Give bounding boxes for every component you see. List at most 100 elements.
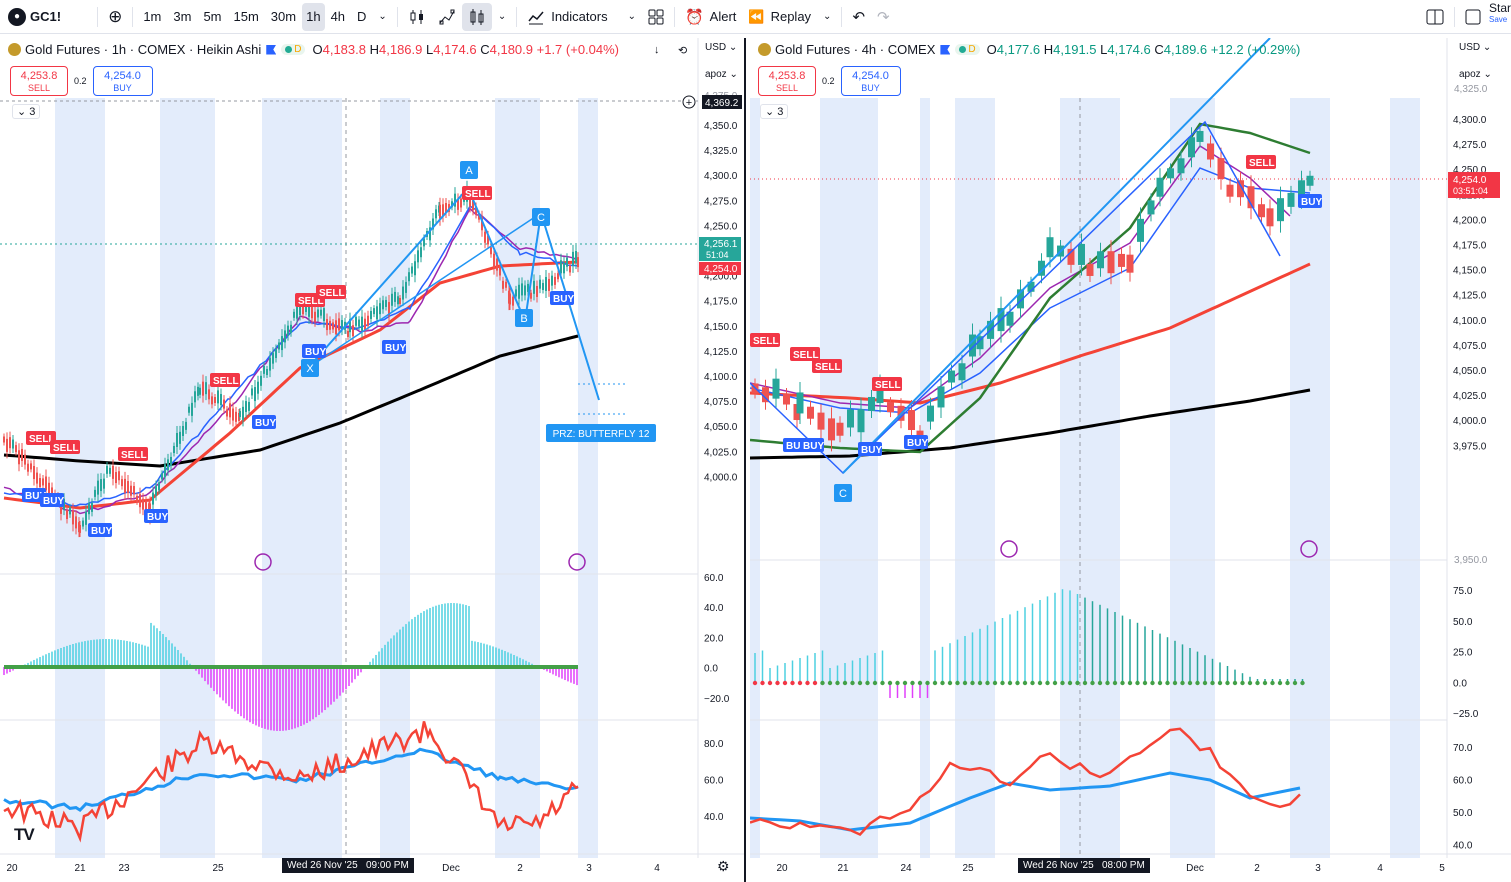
- alert-button[interactable]: ⏰ Alert: [679, 3, 742, 31]
- layout-toggle-button[interactable]: [1420, 3, 1450, 31]
- divider: [396, 6, 398, 27]
- candle: [1137, 218, 1144, 242]
- candle: [499, 265, 501, 276]
- zero-dot: [850, 680, 855, 686]
- right-chart-pane[interactable]: 4,300.04,275.04,250.04,225.04,200.04,175…: [750, 38, 1511, 882]
- osc-tick-label: 20.0: [704, 633, 724, 644]
- tf-15m[interactable]: 15m: [228, 3, 265, 31]
- indicator-collapse-toggle[interactable]: ⌄ 3: [760, 104, 789, 119]
- date-tick-label: 24: [900, 863, 912, 874]
- candle: [382, 300, 384, 310]
- buy-signal-badge: BUY: [147, 512, 168, 523]
- zero-dot: [1112, 680, 1118, 686]
- candle: [229, 403, 231, 418]
- replay-button[interactable]: ⏪ Replay: [742, 3, 817, 31]
- candles-style-button[interactable]: [402, 3, 432, 31]
- zero-dot: [1225, 680, 1230, 686]
- heikin-ashi-button[interactable]: [461, 2, 492, 31]
- sell-price: 4,253.8: [768, 70, 806, 82]
- scale-selector[interactable]: apoz ⌄: [1459, 69, 1492, 80]
- forward-circle-icon[interactable]: [1000, 540, 1018, 558]
- left-download-button[interactable]: ↓: [654, 44, 660, 56]
- session-band: [920, 98, 930, 858]
- sell-button[interactable]: 4,253.8 SELL: [758, 66, 816, 96]
- candle: [355, 316, 357, 326]
- symbol-search[interactable]: ● GC1!: [0, 3, 67, 31]
- tf-dropdown[interactable]: ⌄: [372, 3, 392, 31]
- sell-button[interactable]: 4,253.8 SELL: [10, 66, 68, 96]
- tf-5m[interactable]: 5m: [197, 3, 227, 31]
- candle: [1247, 186, 1255, 209]
- plus-icon[interactable]: [682, 95, 696, 109]
- lightning-circle-icon[interactable]: [1300, 540, 1318, 558]
- tf-label: D: [357, 9, 367, 24]
- tf-30m[interactable]: 30m: [265, 3, 302, 31]
- currency-selector[interactable]: USD ⌄: [705, 42, 738, 53]
- price-tick-label: 4,200.0: [1453, 215, 1487, 226]
- buy-button[interactable]: 4,254.0 BUY: [840, 66, 901, 96]
- layouts-button[interactable]: [642, 3, 670, 31]
- zero-dot: [797, 680, 803, 686]
- compare-button[interactable]: [432, 3, 462, 31]
- buy-signal-badge: BUY: [786, 441, 807, 452]
- candle: [281, 336, 283, 351]
- candle: [454, 193, 456, 207]
- tf-label: 5m: [203, 9, 222, 24]
- scale-selector[interactable]: apoz ⌄: [705, 69, 738, 80]
- tf-D[interactable]: D: [351, 3, 372, 31]
- candle: [772, 378, 780, 399]
- candle: [908, 410, 915, 431]
- candle: [173, 446, 175, 454]
- undo-button[interactable]: ↶: [846, 3, 871, 31]
- buy-button[interactable]: 4,254.0 BUY: [92, 66, 153, 96]
- session-band: [1390, 98, 1420, 858]
- indicators-button[interactable]: Indicators: [521, 3, 613, 31]
- collapse-count: 3: [29, 106, 36, 118]
- candle: [239, 411, 241, 418]
- indicator-collapse-toggle[interactable]: ⌄ 3: [12, 104, 41, 119]
- settings-gear-button[interactable]: ⚙: [717, 858, 730, 874]
- candle: [1306, 175, 1314, 186]
- indicators-dropdown[interactable]: ⌄: [622, 3, 642, 31]
- divider: [97, 6, 99, 27]
- redo-button[interactable]: ↷: [871, 3, 896, 31]
- candle: [139, 494, 141, 508]
- date-tick-label: 21: [74, 863, 86, 874]
- forward-circle-icon[interactable]: [254, 553, 272, 571]
- zero-dot: [812, 680, 818, 686]
- right-chart-canvas[interactable]: 4,300.04,275.04,250.04,225.04,200.04,175…: [750, 38, 1511, 882]
- replay-dropdown[interactable]: ⌄: [817, 3, 837, 31]
- price-tick-label: 4,100.0: [704, 372, 738, 383]
- left-chart-pane[interactable]: 4,350.04,325.04,300.04,275.04,250.04,225…: [0, 38, 746, 882]
- save-button[interactable]: Star Save: [1487, 2, 1511, 31]
- sell-signal-badge-bg: [26, 431, 56, 445]
- zero-dot: [775, 680, 780, 686]
- lightning-circle-icon[interactable]: [568, 553, 586, 571]
- tf-1m[interactable]: 1m: [137, 3, 167, 31]
- tf-1h[interactable]: 1h: [302, 2, 325, 31]
- left-chart-canvas[interactable]: 4,350.04,325.04,300.04,275.04,250.04,225…: [0, 38, 746, 882]
- buy-price: 4,254.0: [104, 70, 141, 82]
- candle: [958, 363, 966, 381]
- tf-4h[interactable]: 4h: [325, 3, 351, 31]
- candle: [451, 201, 453, 208]
- zero-dot: [1277, 680, 1283, 686]
- left-maximize-button[interactable]: ⟲: [678, 45, 688, 57]
- tradingview-logo: TV: [14, 825, 35, 845]
- candle: [575, 251, 577, 264]
- buy-signal-badge: BUY: [91, 526, 112, 537]
- candle: [472, 200, 474, 211]
- candle: [202, 381, 204, 396]
- chart-type-dropdown[interactable]: ⌄: [492, 3, 512, 31]
- tf-3m[interactable]: 3m: [167, 3, 197, 31]
- zero-dot: [842, 680, 848, 686]
- zero-dot: [790, 680, 795, 686]
- candle: [536, 285, 538, 297]
- session-band: [1170, 98, 1215, 858]
- currency-selector[interactable]: USD ⌄: [1459, 42, 1492, 53]
- fullscreen-button[interactable]: [1459, 3, 1487, 31]
- add-symbol-button[interactable]: ⊕: [102, 3, 128, 31]
- price-axis[interactable]: [698, 38, 746, 858]
- candle: [572, 251, 574, 266]
- candle: [521, 283, 523, 296]
